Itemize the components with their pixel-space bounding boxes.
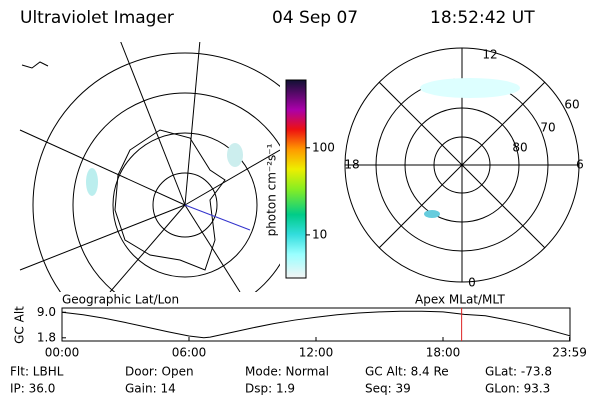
status-field: IP: 36.0	[10, 382, 55, 396]
x-tick-label: 06:00	[172, 346, 207, 360]
mlt-label: 18	[344, 158, 359, 172]
title: Ultraviolet Imager	[20, 8, 174, 28]
status-field: Mode: Normal	[245, 365, 329, 379]
status-field: Dsp: 1.9	[245, 382, 295, 396]
status-field: Door: Open	[125, 365, 194, 379]
polar-map	[344, 47, 580, 283]
time: 18:52:42 UT	[430, 8, 535, 28]
status-field: Seq: 39	[365, 382, 411, 396]
status-field: GLon: 93.3	[485, 382, 550, 396]
altitude-frame	[61, 307, 571, 342]
lat-label: 70	[540, 121, 555, 135]
mlt-label: 6	[576, 158, 584, 172]
x-tick-label: 18:00	[426, 346, 461, 360]
status-field: GLat: -73.8	[485, 365, 552, 379]
date: 04 Sep 07	[272, 8, 358, 28]
x-tick-label: 12:00	[299, 346, 334, 360]
x-tick-label: 00:00	[45, 346, 80, 360]
status-field: Gain: 14	[125, 382, 176, 396]
status-field: Flt: LBHL	[10, 365, 64, 379]
colorbar	[285, 79, 307, 279]
y-tick-label: 1.8	[37, 330, 56, 344]
lat-label: 60	[564, 98, 579, 112]
y-tick-label: 9.0	[37, 305, 56, 319]
polar-label: Apex MLat/MLT	[415, 293, 505, 307]
geo-label: Geographic Lat/Lon	[62, 293, 179, 307]
colorbar-tick-label: 100	[312, 140, 335, 154]
altitude-line	[61, 310, 570, 339]
status-field: GC Alt: 8.4 Re	[365, 365, 449, 379]
x-tick-label: 23:59	[552, 346, 587, 360]
geo-map	[19, 42, 280, 292]
mlt-label: 12	[482, 48, 497, 62]
colorbar-tick-label: 10	[312, 227, 327, 241]
lat-label: 80	[512, 141, 527, 155]
mlt-label: 0	[468, 276, 476, 290]
colorbar-label: photon cm⁻²s⁻¹	[265, 143, 279, 236]
altitude-ylabel: GC Alt	[13, 306, 27, 344]
